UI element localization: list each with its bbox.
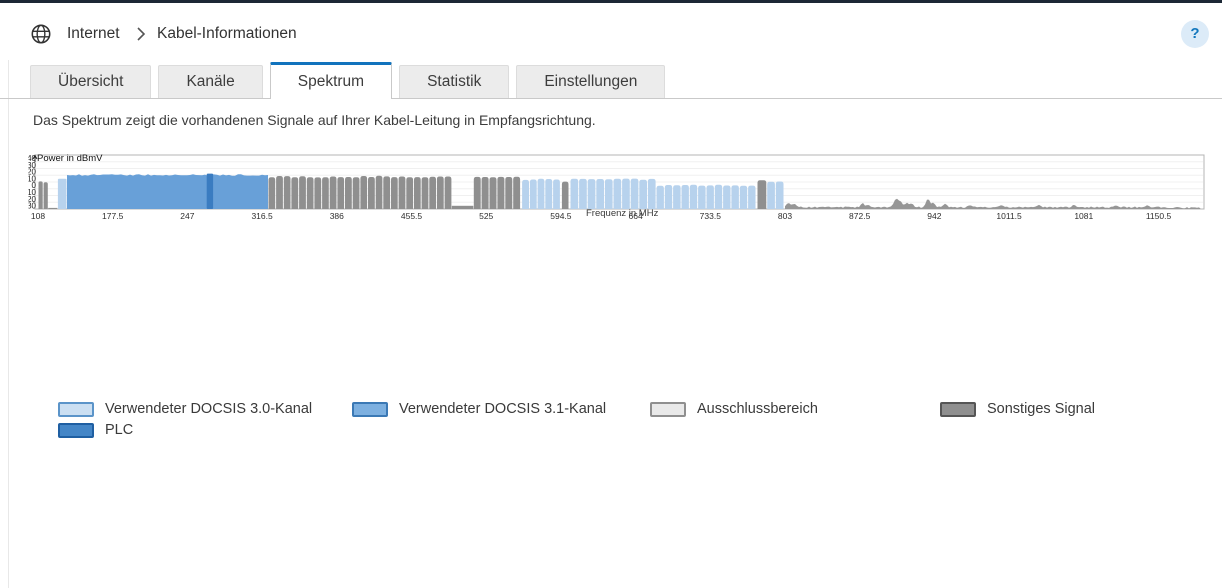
- svg-text:-30: -30: [24, 202, 36, 211]
- svg-text:-20: -20: [24, 195, 36, 204]
- svg-text:Power in dBmV: Power in dBmV: [37, 153, 103, 164]
- page-left-border: [8, 3, 9, 588]
- legend-item-sonstiges-signal: Sonstiges Signal: [940, 401, 1095, 417]
- breadcrumb-internet[interactable]: Internet: [67, 25, 120, 42]
- legend-label: Sonstiges Signal: [987, 401, 1096, 417]
- svg-text:1150.5: 1150.5: [1146, 211, 1172, 221]
- tab-statistik[interactable]: Statistik: [399, 65, 510, 98]
- globe-icon: [31, 24, 51, 44]
- svg-text:0: 0: [32, 181, 37, 190]
- legend-label: PLC: [105, 422, 134, 438]
- svg-text:Frequenz in MHz: Frequenz in MHz: [586, 208, 659, 219]
- breadcrumb: Internet Kabel-Informationen ?: [0, 3, 1222, 60]
- svg-text:733.5: 733.5: [700, 211, 722, 221]
- svg-text:872.5: 872.5: [849, 211, 871, 221]
- svg-text:316.5: 316.5: [251, 211, 273, 221]
- svg-text:10: 10: [27, 174, 36, 183]
- legend-swatch-docsis31: [352, 401, 388, 417]
- tab-spektrum[interactable]: Spektrum: [269, 62, 393, 99]
- svg-text:942: 942: [927, 211, 941, 221]
- legend-item-docsis31: Verwendeter DOCSIS 3.1-Kanal: [352, 401, 606, 417]
- svg-text:30: 30: [27, 161, 36, 170]
- svg-text:177.5: 177.5: [102, 211, 124, 221]
- svg-text:664: 664: [629, 211, 643, 221]
- legend-label: Verwendeter DOCSIS 3.0-Kanal: [105, 401, 313, 417]
- legend-item-plc: PLC: [58, 422, 133, 438]
- svg-text:20: 20: [27, 168, 36, 177]
- tab-einstellungen[interactable]: Einstellungen: [516, 65, 666, 98]
- spectrum-description: Das Spektrum zeigt die vorhandenen Signa…: [33, 112, 596, 128]
- svg-text:247: 247: [180, 211, 194, 221]
- legend-label: Verwendeter DOCSIS 3.1-Kanal: [399, 401, 607, 417]
- svg-text:1081: 1081: [1074, 211, 1093, 221]
- svg-text:525: 525: [479, 211, 493, 221]
- svg-text:40: 40: [27, 154, 36, 163]
- help-button[interactable]: ?: [1181, 20, 1209, 48]
- legend-item-ausschlussbereich: Ausschlussbereich: [650, 401, 818, 417]
- legend-swatch-plc: [58, 422, 94, 438]
- svg-text:108: 108: [31, 211, 45, 221]
- window-top-border: [0, 0, 1222, 3]
- svg-text:1011.5: 1011.5: [996, 211, 1022, 221]
- legend-swatch-sonstiges-signal: [940, 401, 976, 417]
- svg-text:386: 386: [330, 211, 344, 221]
- tab-uebersicht[interactable]: Übersicht: [30, 65, 152, 98]
- svg-text:803: 803: [778, 211, 792, 221]
- tab-kanaele[interactable]: Kanäle: [158, 65, 263, 98]
- legend-swatch-ausschlussbereich: [650, 401, 686, 417]
- tab-bar: Übersicht Kanäle Spektrum Statistik Eins…: [0, 60, 1222, 99]
- svg-text:594.5: 594.5: [550, 211, 572, 221]
- legend-item-docsis30: Verwendeter DOCSIS 3.0-Kanal: [58, 401, 312, 417]
- breadcrumb-kabel-informationen: Kabel-Informationen: [157, 25, 297, 42]
- svg-text:-10: -10: [24, 188, 36, 197]
- svg-text:455.5: 455.5: [401, 211, 423, 221]
- chevron-right-icon: [137, 27, 146, 41]
- legend-swatch-docsis30: [58, 401, 94, 417]
- legend-label: Ausschlussbereich: [697, 401, 818, 417]
